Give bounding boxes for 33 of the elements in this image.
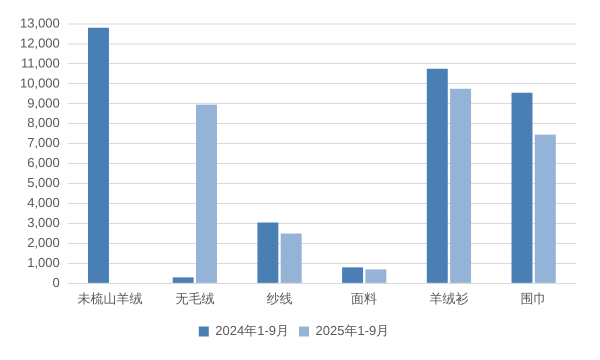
x-tick-label: 无毛绒 bbox=[175, 290, 214, 306]
x-tick-label: 面料 bbox=[351, 290, 378, 306]
y-tick-label: 5,000 bbox=[27, 175, 60, 190]
y-tick-label: 13,000 bbox=[20, 15, 60, 30]
y-tick-label: 6,000 bbox=[27, 155, 60, 170]
y-tick-label: 8,000 bbox=[27, 115, 60, 130]
y-tick-label: 12,000 bbox=[20, 35, 60, 50]
x-tick-label: 围巾 bbox=[520, 290, 547, 306]
y-tick-label: 1,000 bbox=[27, 255, 60, 270]
bar bbox=[512, 92, 532, 283]
bar bbox=[342, 267, 364, 283]
y-tick-label: 0 bbox=[52, 274, 60, 290]
x-tick-label: 羊绒衫 bbox=[429, 290, 468, 306]
bar bbox=[365, 269, 386, 283]
bar bbox=[172, 277, 194, 283]
bar bbox=[450, 88, 472, 283]
bar bbox=[280, 233, 302, 283]
bar bbox=[426, 68, 448, 283]
y-tick-label: 7,000 bbox=[27, 135, 60, 150]
y-tick-label: 10,000 bbox=[20, 75, 60, 90]
legend-label: 2025年1-9月 bbox=[316, 323, 390, 338]
y-tick-label: 4,000 bbox=[27, 195, 60, 210]
x-tick-label: 纱线 bbox=[266, 290, 293, 306]
bar bbox=[534, 134, 556, 283]
bar bbox=[88, 28, 109, 283]
y-tick-label: 11,000 bbox=[20, 55, 60, 70]
y-tick-label: 9,000 bbox=[27, 95, 60, 110]
legend-label: 2024年1-9月 bbox=[215, 323, 290, 338]
bar bbox=[196, 104, 217, 283]
y-tick-label: 2,000 bbox=[27, 235, 60, 250]
y-tick-label: 3,000 bbox=[27, 215, 60, 230]
bar bbox=[257, 222, 278, 283]
x-tick-label: 未梳山羊绒 bbox=[78, 290, 143, 306]
